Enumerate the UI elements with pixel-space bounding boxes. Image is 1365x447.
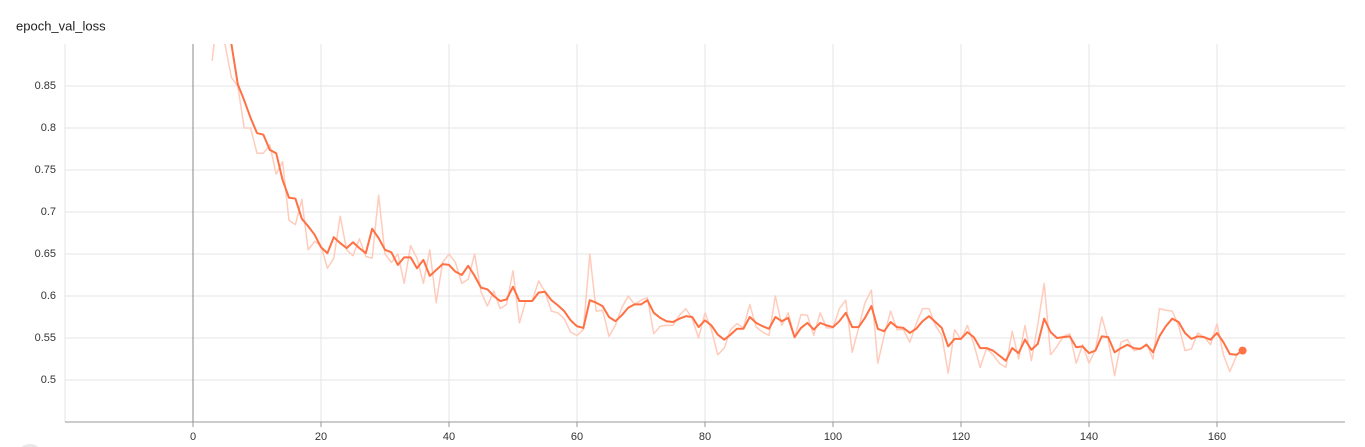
chart-title: epoch_val_loss — [16, 18, 106, 33]
x-tick-label: 80 — [699, 431, 711, 443]
x-tick-label: 40 — [443, 431, 455, 443]
plot-area — [211, 44, 1244, 377]
corner-button[interactable] — [16, 444, 44, 447]
grid — [64, 44, 1345, 422]
y-tick-label: 0.65 — [35, 248, 56, 260]
x-tick-label: 60 — [571, 431, 583, 443]
x-tick-label: 140 — [1080, 431, 1098, 443]
series-line — [230, 44, 1244, 362]
y-tick-label: 0.8 — [41, 122, 56, 134]
y-tick-label: 0.5 — [41, 374, 56, 386]
last-point-marker — [1238, 346, 1247, 355]
x-tick-label: 0 — [190, 431, 196, 443]
x-tick-label: 160 — [1208, 431, 1226, 443]
series-line — [211, 44, 1244, 377]
y-tick-label: 0.85 — [35, 80, 56, 92]
x-tick-label: 100 — [824, 431, 842, 443]
y-tick-label: 0.75 — [35, 164, 56, 176]
x-tick-label: 120 — [952, 431, 970, 443]
y-tick-label: 0.55 — [35, 332, 56, 344]
y-tick-label: 0.6 — [41, 290, 56, 302]
y-tick-label: 0.7 — [41, 206, 56, 218]
x-tick-label: 20 — [315, 431, 327, 443]
